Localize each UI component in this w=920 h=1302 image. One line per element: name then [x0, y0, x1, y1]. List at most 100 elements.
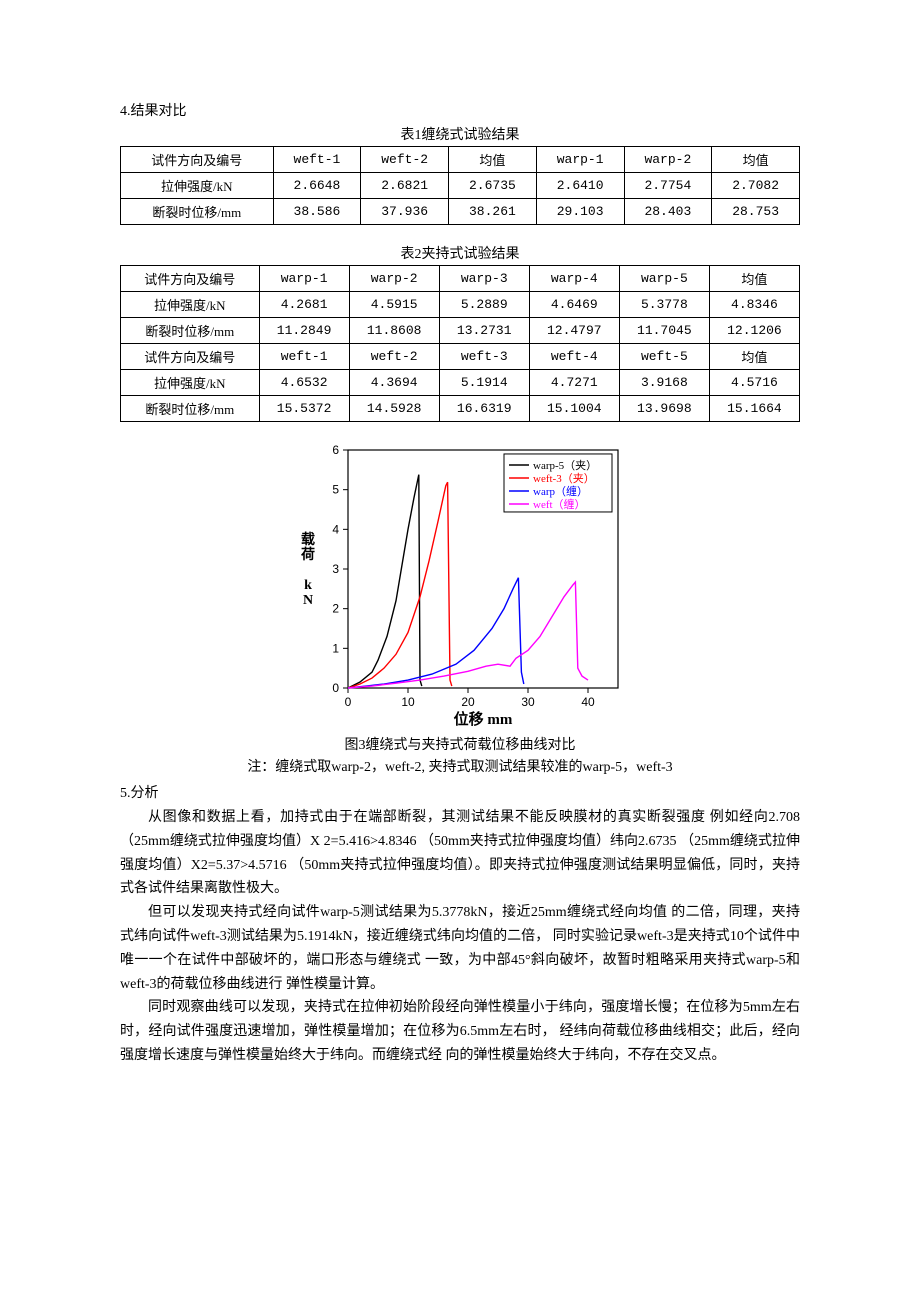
table-row: 拉伸强度/kN4.26814.59155.28894.64695.37784.8… [121, 292, 800, 318]
data-cell: 37.936 [361, 199, 449, 225]
row-label-cell: 拉伸强度/kN [121, 173, 274, 199]
row-label-cell: 试件方向及编号 [121, 147, 274, 173]
table-row: 拉伸强度/kN4.65324.36945.19144.72713.91684.5… [121, 370, 800, 396]
svg-text:荷: 荷 [300, 546, 315, 563]
data-cell: warp-2 [624, 147, 712, 173]
data-cell: 14.5928 [349, 396, 439, 422]
row-label-cell: 拉伸强度/kN [121, 292, 260, 318]
data-cell: weft-4 [529, 344, 619, 370]
data-cell: 2.6821 [361, 173, 449, 199]
svg-text:1: 1 [332, 641, 339, 655]
svg-text:2: 2 [332, 602, 339, 616]
data-cell: 均值 [449, 147, 537, 173]
data-cell: 5.1914 [439, 370, 529, 396]
row-label-cell: 断裂时位移/mm [121, 199, 274, 225]
data-cell: weft-1 [273, 147, 361, 173]
data-cell: 38.586 [273, 199, 361, 225]
data-cell: 4.6532 [259, 370, 349, 396]
analysis-para-3: 同时观察曲线可以发现，夹持式在拉伸初始阶段经向弹性模量小于纬向，强度增长慢；在位… [120, 996, 800, 1067]
chart-caption: 图3缠绕式与夹持式荷载位移曲线对比 [120, 734, 800, 754]
data-cell: 11.7045 [619, 318, 709, 344]
data-cell: 13.9698 [619, 396, 709, 422]
svg-text:warp（缠）: warp（缠） [533, 484, 588, 498]
data-cell: 15.5372 [259, 396, 349, 422]
data-cell: 均值 [709, 344, 799, 370]
data-cell: 均值 [709, 266, 799, 292]
data-cell: 28.403 [624, 199, 712, 225]
section-5-heading: 5.分析 [120, 782, 800, 802]
data-cell: 2.6648 [273, 173, 361, 199]
svg-text:warp-5（夹）: warp-5（夹） [533, 459, 597, 472]
svg-text:k: k [304, 578, 312, 593]
analysis-para-2: 但可以发现夹持式经向试件warp-5测试结果为5.3778kN，接近25mm缠绕… [120, 901, 800, 996]
svg-text:位移 mm: 位移 mm [454, 710, 513, 728]
data-cell: 2.7082 [712, 173, 800, 199]
svg-text:weft（缠）: weft（缠） [533, 497, 586, 511]
data-cell: 15.1664 [709, 396, 799, 422]
analysis-para-1: 从图像和数据上看，加持式由于在端部断裂，其测试结果不能反映膜材的真实断裂强度 例… [120, 806, 800, 901]
data-cell: 4.8346 [709, 292, 799, 318]
svg-text:3: 3 [332, 562, 339, 576]
svg-text:10: 10 [401, 695, 415, 709]
row-label-cell: 试件方向及编号 [121, 344, 260, 370]
data-cell: 29.103 [536, 199, 624, 225]
data-cell: 4.3694 [349, 370, 439, 396]
data-cell: weft-3 [439, 344, 529, 370]
table1-caption: 表1缠绕式试验结果 [120, 124, 800, 144]
data-cell: 4.5915 [349, 292, 439, 318]
data-cell: 4.7271 [529, 370, 619, 396]
data-cell: 4.6469 [529, 292, 619, 318]
svg-text:0: 0 [345, 695, 352, 709]
data-cell: 4.5716 [709, 370, 799, 396]
table-row: 拉伸强度/kN2.66482.68212.67352.64102.77542.7… [121, 173, 800, 199]
row-label-cell: 试件方向及编号 [121, 266, 260, 292]
row-label-cell: 断裂时位移/mm [121, 318, 260, 344]
table-row: 断裂时位移/mm38.58637.93638.26129.10328.40328… [121, 199, 800, 225]
data-cell: weft-1 [259, 344, 349, 370]
chart-note: 注：缠绕式取warp-2，weft-2, 夹持式取测试结果较准的warp-5，w… [120, 756, 800, 776]
table-row: 断裂时位移/mm11.284911.860813.273112.479711.7… [121, 318, 800, 344]
data-cell: warp-2 [349, 266, 439, 292]
data-cell: weft-2 [349, 344, 439, 370]
row-label-cell: 断裂时位移/mm [121, 396, 260, 422]
data-cell: 15.1004 [529, 396, 619, 422]
data-cell: warp-1 [259, 266, 349, 292]
data-cell: warp-4 [529, 266, 619, 292]
table-row: 试件方向及编号weft-1weft-2均值warp-1warp-2均值 [121, 147, 800, 173]
table2-clamp-results: 试件方向及编号warp-1warp-2warp-3warp-4warp-5均值拉… [120, 265, 800, 422]
data-cell: 13.2731 [439, 318, 529, 344]
chart-load-displacement: 0102030400123456位移 mm载荷 kNwarp-5（夹）weft-… [290, 440, 630, 730]
data-cell: 12.4797 [529, 318, 619, 344]
svg-text:30: 30 [521, 695, 535, 709]
data-cell: weft-2 [361, 147, 449, 173]
data-cell: 28.753 [712, 199, 800, 225]
table1-winding-results: 试件方向及编号weft-1weft-2均值warp-1warp-2均值拉伸强度/… [120, 146, 800, 225]
data-cell: 5.2889 [439, 292, 529, 318]
data-cell: 11.2849 [259, 318, 349, 344]
row-label-cell: 拉伸强度/kN [121, 370, 260, 396]
section-4-heading: 4.结果对比 [120, 100, 800, 120]
data-cell: 4.2681 [259, 292, 349, 318]
data-cell: 5.3778 [619, 292, 709, 318]
svg-text:40: 40 [581, 695, 595, 709]
svg-text:weft-3（夹）: weft-3（夹） [533, 472, 595, 485]
svg-text:5: 5 [332, 483, 339, 497]
table-row: 试件方向及编号weft-1weft-2weft-3weft-4weft-5均值 [121, 344, 800, 370]
data-cell: 2.7754 [624, 173, 712, 199]
svg-text:4: 4 [332, 522, 339, 536]
data-cell: weft-5 [619, 344, 709, 370]
data-cell: warp-1 [536, 147, 624, 173]
svg-text:N: N [303, 593, 313, 608]
table-row: 断裂时位移/mm15.537214.592816.631915.100413.9… [121, 396, 800, 422]
table-row: 试件方向及编号warp-1warp-2warp-3warp-4warp-5均值 [121, 266, 800, 292]
svg-text:20: 20 [461, 695, 475, 709]
data-cell: 2.6410 [536, 173, 624, 199]
data-cell: 2.6735 [449, 173, 537, 199]
svg-text:6: 6 [332, 443, 339, 457]
data-cell: 3.9168 [619, 370, 709, 396]
data-cell: 11.8608 [349, 318, 439, 344]
svg-text:载: 载 [301, 531, 315, 548]
data-cell: 均值 [712, 147, 800, 173]
data-cell: warp-3 [439, 266, 529, 292]
table2-caption: 表2夹持式试验结果 [120, 243, 800, 263]
